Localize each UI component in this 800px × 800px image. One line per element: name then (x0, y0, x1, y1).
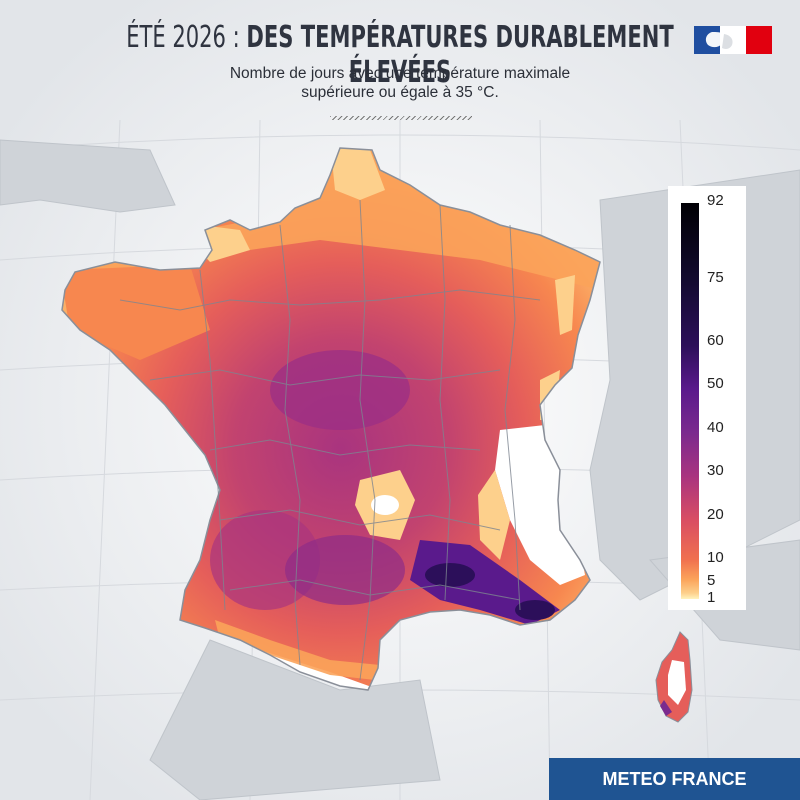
legend-color-scale (681, 203, 699, 599)
legend-label-75: 75 (707, 269, 724, 286)
legend-label-1: 1 (707, 589, 716, 606)
legend-panel (668, 186, 746, 610)
legend-label-5: 5 (707, 572, 716, 589)
title-season: ÉTÉ 2026 : (126, 20, 240, 55)
page-title: ÉTÉ 2026 : DES TEMPÉRATURES DURABLEMENT … (88, 20, 712, 90)
legend-label-10: 10 (707, 549, 724, 566)
corsica (655, 631, 693, 723)
subtitle: Nombre de jours avec une température max… (150, 64, 650, 102)
subtitle-line-2: supérieure ou égale à 35 °C. (301, 84, 499, 101)
republique-francaise-logo (694, 26, 772, 54)
legend-label-30: 30 (707, 462, 724, 479)
title-headline: DES TEMPÉRATURES DURABLEMENT ÉLEVÉES (246, 20, 674, 90)
subtitle-line-1: Nombre de jours avec une température max… (229, 65, 571, 82)
legend-label-20: 20 (707, 506, 724, 523)
legend-label-50: 50 (707, 375, 724, 392)
title-separator (330, 116, 472, 120)
meteo-france-banner: METEO FRANCE (549, 758, 800, 800)
legend-label-40: 40 (707, 419, 724, 436)
legend-label-60: 60 (707, 332, 724, 349)
legend-label-92: 92 (707, 192, 724, 209)
